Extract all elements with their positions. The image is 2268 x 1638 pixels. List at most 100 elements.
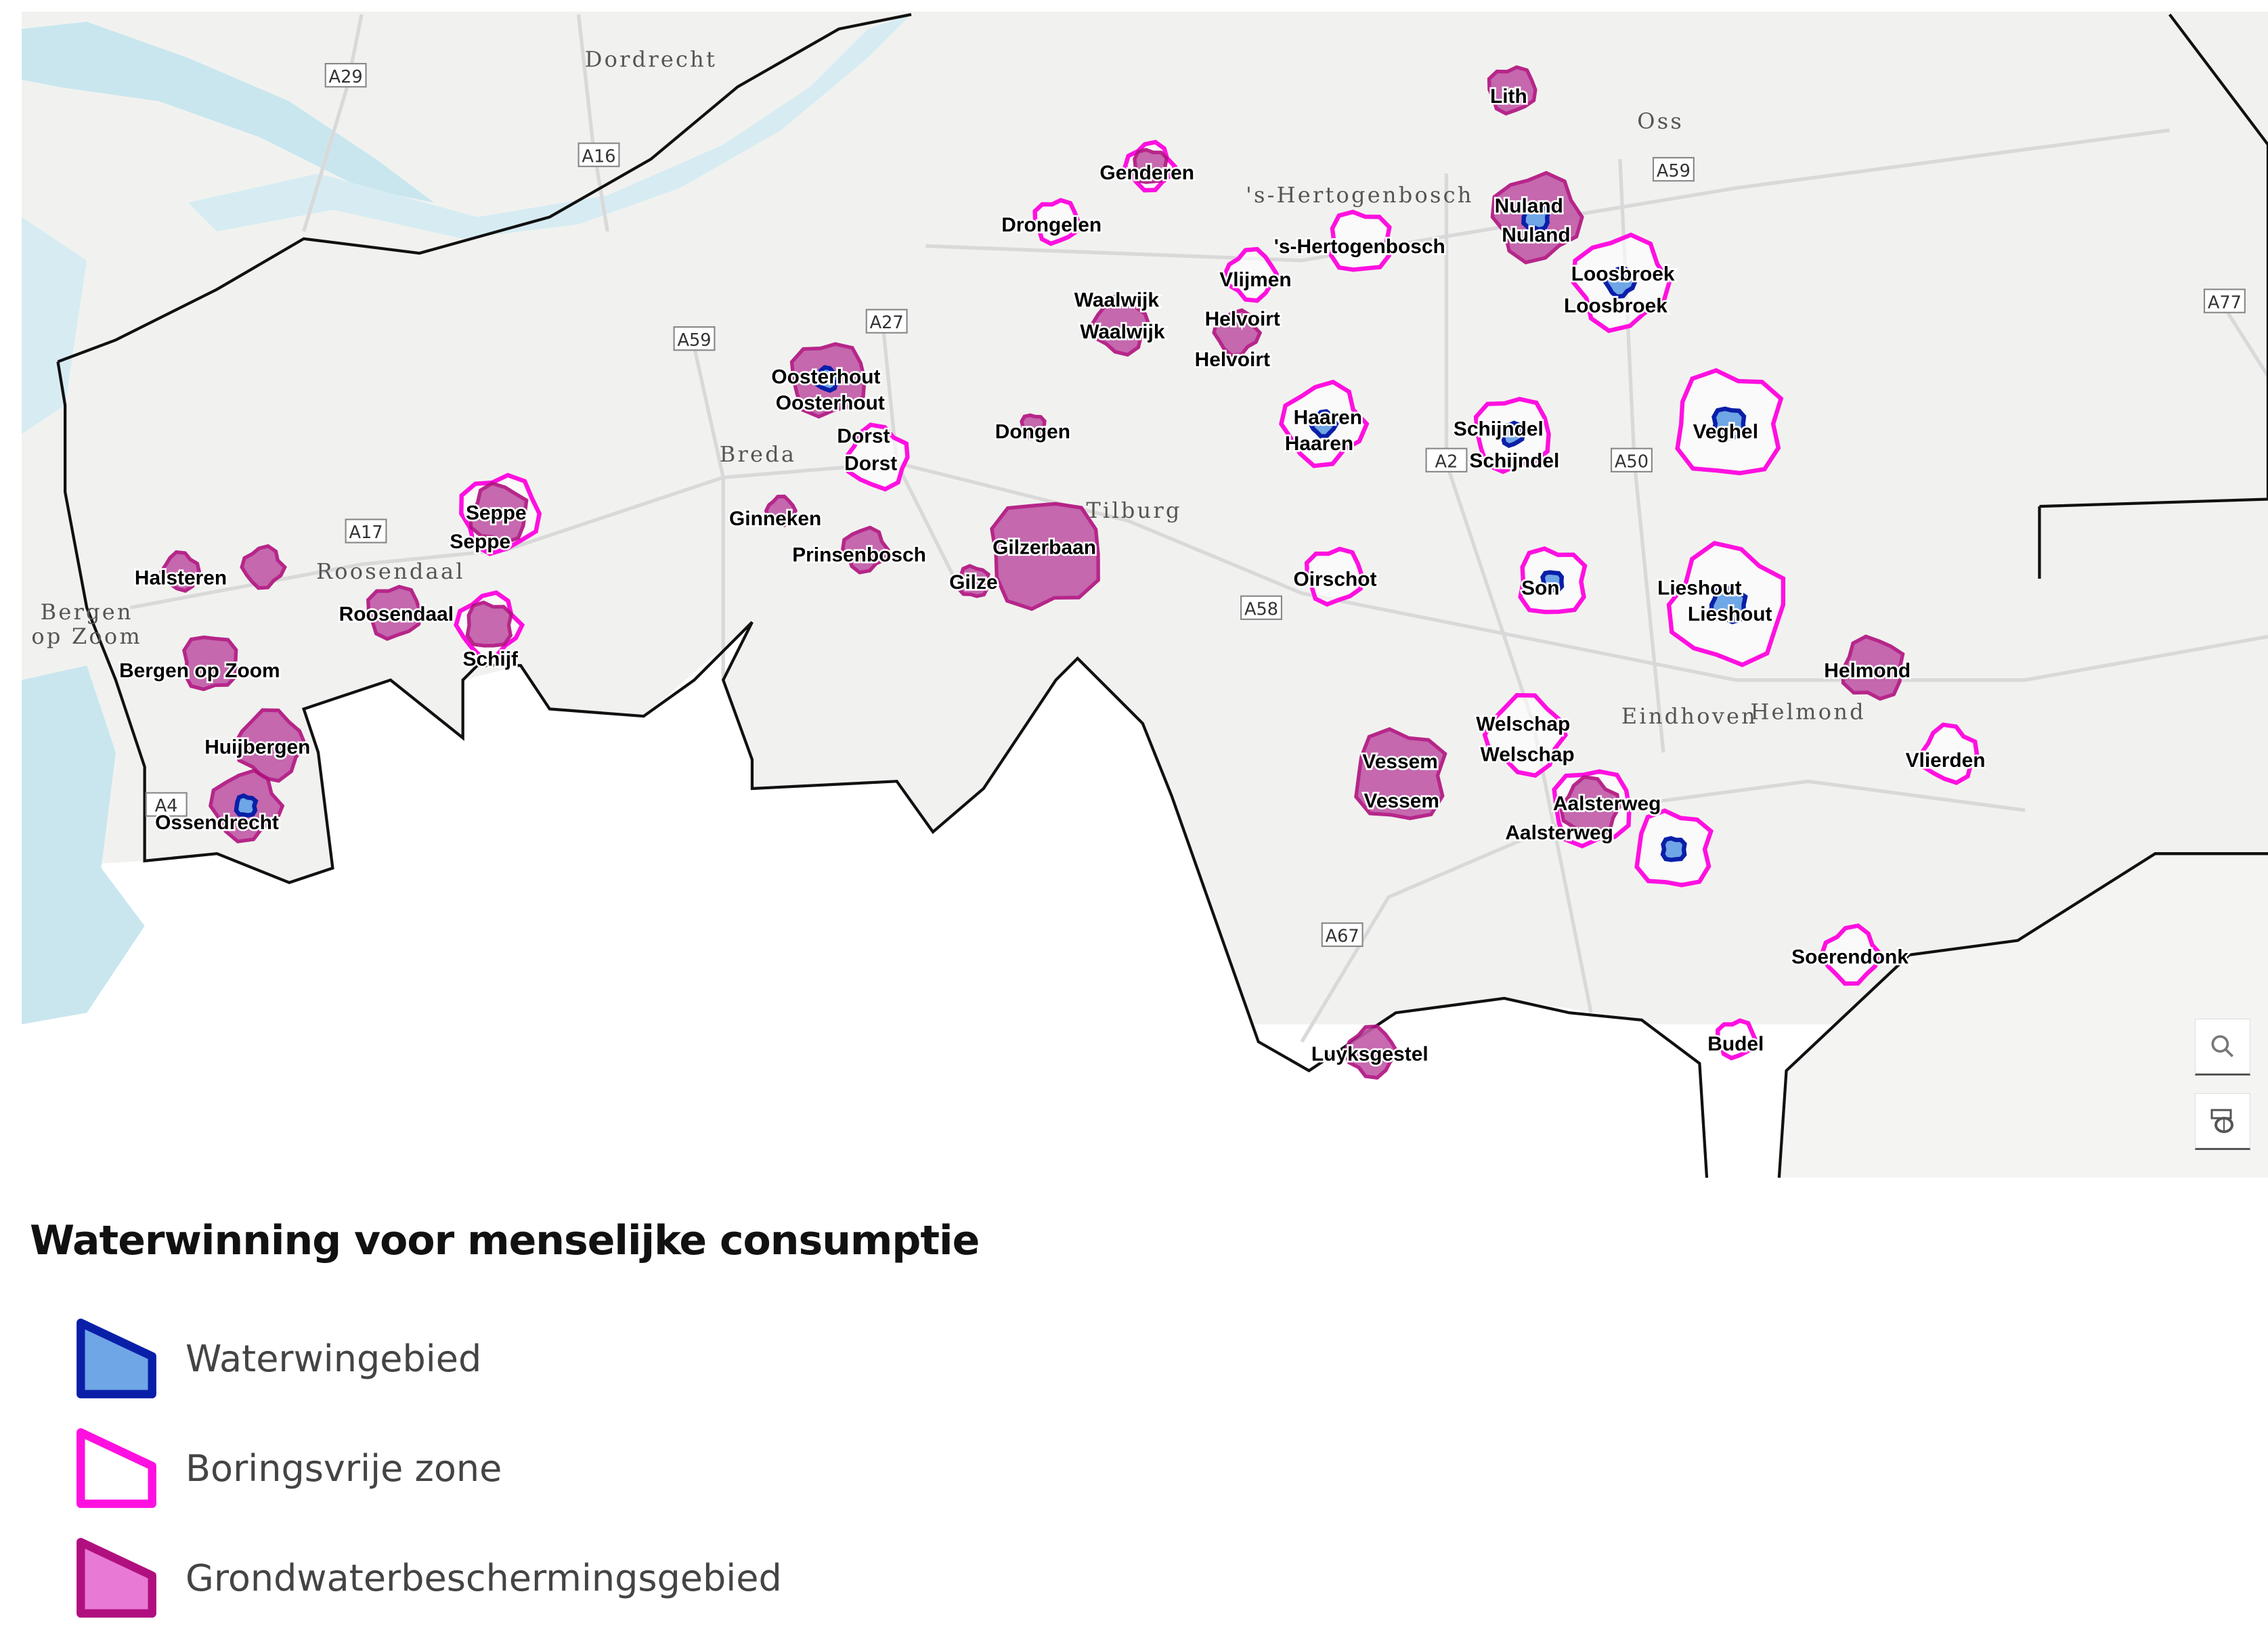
- area-label: Halsteren: [135, 567, 227, 590]
- water-area[interactable]: [1328, 209, 1392, 272]
- road-shield: A17: [345, 518, 387, 544]
- grondwaterbeschermingsgebied: [957, 564, 990, 598]
- legend-label: Grondwaterbeschermingsgebied: [186, 1556, 782, 1599]
- water-area[interactable]: [1473, 397, 1551, 474]
- legend-label: Boringsvrije zone: [186, 1446, 502, 1490]
- water-area[interactable]: [1666, 541, 1786, 667]
- water-area[interactable]: [454, 590, 525, 660]
- water-area[interactable]: [1482, 692, 1568, 778]
- search-button[interactable]: [2195, 1019, 2250, 1076]
- water-area[interactable]: [209, 768, 285, 844]
- water-area[interactable]: [764, 494, 798, 527]
- area-label: Son: [1521, 577, 1559, 600]
- svg-text:A29: A29: [329, 67, 363, 87]
- area-label: Dorst: [837, 425, 890, 447]
- area-label: Lieshout: [1657, 577, 1742, 600]
- water-area[interactable]: [1675, 368, 1784, 476]
- grondwaterbeschermingsgebied: [159, 550, 202, 593]
- area-label: Veghel: [1693, 421, 1758, 443]
- legend-label: Waterwingebied: [186, 1337, 482, 1380]
- sea-water: [22, 665, 145, 1025]
- grondwaterbeschermingsgebied: [366, 584, 422, 641]
- water-area[interactable]: [1918, 722, 1980, 785]
- water-area[interactable]: [1518, 546, 1588, 615]
- area-label: Vlierden: [1906, 749, 1986, 772]
- water-area[interactable]: [1343, 1024, 1399, 1080]
- print-icon: [2210, 1109, 2233, 1133]
- province-boundary: [56, 13, 2268, 1178]
- grondwaterbeschermingsgebied: [1089, 294, 1152, 357]
- svg-text:A2: A2: [1435, 451, 1458, 472]
- water-area[interactable]: [1490, 171, 1584, 265]
- water-area[interactable]: [1019, 413, 1047, 441]
- road-shield: A67: [1321, 922, 1364, 948]
- boringsvrije-zone: [844, 422, 910, 492]
- grondwaterbeschermingsgebied-swatch: [77, 1538, 156, 1618]
- water-area[interactable]: [990, 502, 1100, 611]
- water-area[interactable]: [789, 342, 867, 419]
- place-label: op Zoom: [31, 623, 142, 649]
- waterwingebied: [1498, 420, 1526, 448]
- water-area[interactable]: [240, 544, 287, 590]
- area-label: Helvoirt: [1195, 349, 1270, 371]
- place-label: Oss: [1637, 108, 1684, 134]
- road-shield: A77: [2203, 288, 2246, 313]
- water-area[interactable]: [366, 584, 422, 641]
- river-water: [188, 14, 911, 239]
- water-area[interactable]: [1487, 65, 1538, 116]
- boringsvrije-zone: [1328, 209, 1392, 272]
- waterwingebied: [1521, 201, 1551, 232]
- water-area[interactable]: [1571, 232, 1672, 334]
- area-label: Prinsenbosch: [792, 544, 926, 566]
- water-area[interactable]: [1552, 769, 1632, 849]
- map[interactable]: Dordrecht Oss Breda Tilburg Roosendaal Bergen…: [0, 0, 2268, 1178]
- water-area[interactable]: [1819, 923, 1884, 986]
- water-area[interactable]: [1032, 198, 1081, 246]
- grondwaterbeschermingsgebied: [1841, 634, 1905, 701]
- area-label: Schijndel: [1454, 418, 1544, 440]
- water-area[interactable]: [1841, 634, 1905, 701]
- water-area[interactable]: [232, 708, 308, 783]
- water-area[interactable]: [840, 525, 890, 575]
- water-area[interactable]: [1716, 1018, 1758, 1061]
- road-shield: A59: [673, 326, 716, 351]
- grondwaterbeschermingsgebied: [990, 502, 1100, 611]
- water-area[interactable]: [1212, 308, 1263, 357]
- water-area[interactable]: [1304, 546, 1364, 607]
- water-area[interactable]: [1122, 139, 1178, 193]
- area-label: Vessem: [1364, 790, 1439, 812]
- svg-text:A17: A17: [349, 523, 383, 543]
- water-area[interactable]: [1089, 294, 1152, 357]
- grondwaterbeschermingsgebied: [840, 525, 890, 575]
- water-area[interactable]: [957, 564, 990, 598]
- boringsvrije-zone: [1819, 923, 1884, 986]
- waterwingebied: [1660, 836, 1687, 862]
- area-label: Haaren: [1294, 406, 1362, 428]
- grondwaterbeschermingsgebied: [232, 708, 308, 783]
- area-label: Waalwijk: [1074, 289, 1160, 311]
- grondwaterbeschermingsgebied: [1343, 1024, 1399, 1080]
- area-label: Helvoirt: [1205, 308, 1280, 330]
- water-area[interactable]: [182, 635, 239, 692]
- area-label: Nuland: [1502, 224, 1570, 246]
- grondwaterbeschermingsgebied: [1131, 148, 1169, 184]
- boringsvrije-zone-swatch: [77, 1428, 156, 1508]
- water-area[interactable]: [1279, 379, 1370, 468]
- water-area[interactable]: [459, 472, 542, 556]
- area-label: Budel: [1707, 1033, 1764, 1055]
- area-label: Loosbroek: [1571, 263, 1675, 286]
- area-label: Oosterhout: [771, 366, 880, 388]
- water-area[interactable]: [1354, 727, 1447, 820]
- road-shield: A16: [577, 142, 620, 167]
- boringsvrije-zone: [1032, 198, 1081, 246]
- water-area[interactable]: [159, 550, 202, 593]
- grondwaterbeschermingsgebied: [465, 600, 514, 648]
- area-label: Oosterhout: [776, 392, 885, 414]
- belgium-area: [22, 622, 1707, 1178]
- water-area[interactable]: [1222, 246, 1280, 303]
- print-button[interactable]: [2195, 1093, 2250, 1150]
- water-area[interactable]: [844, 422, 910, 492]
- area-label: Welschap: [1481, 743, 1575, 766]
- grondwaterbeschermingsgebied: [240, 544, 287, 590]
- water-area[interactable]: [1634, 808, 1714, 887]
